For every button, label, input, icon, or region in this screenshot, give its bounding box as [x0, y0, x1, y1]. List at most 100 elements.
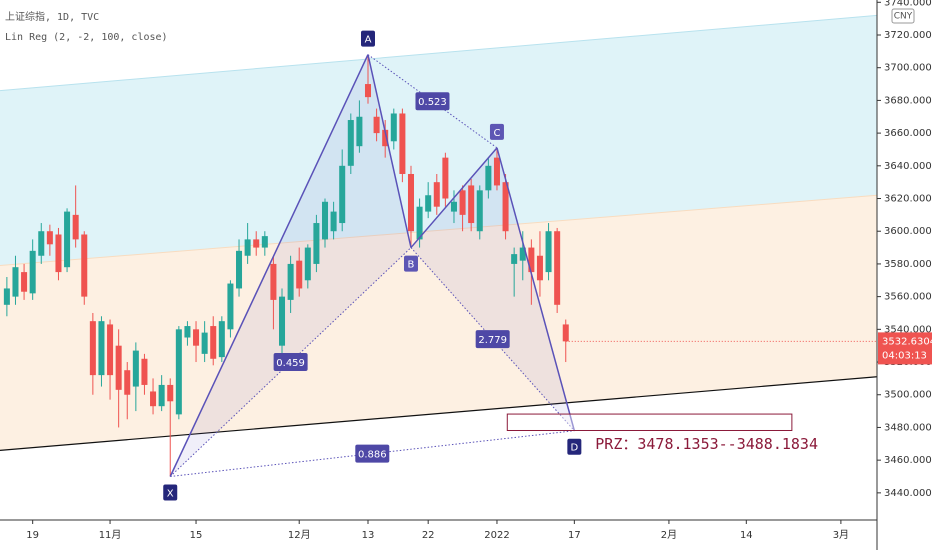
candle-body: [124, 370, 131, 395]
point-label: A: [365, 35, 372, 46]
ratio-box: [475, 330, 510, 349]
point-box: [567, 438, 582, 455]
candle-body: [141, 358, 148, 385]
candle-body: [227, 283, 234, 330]
candle-body: [89, 321, 96, 376]
indicator-label: Lin Reg (2, -2, 100, close): [5, 32, 168, 43]
candle-body: [493, 157, 500, 186]
candle-body: [38, 231, 45, 256]
candle-body: [502, 182, 509, 232]
candle-body: [21, 272, 28, 292]
candle-body: [364, 84, 372, 98]
candle-body: [485, 165, 492, 191]
candle-body: [347, 120, 354, 166]
ratio-line: [169, 247, 412, 477]
point-box: [403, 255, 418, 272]
y-tick-label: 3640.0000: [884, 161, 932, 172]
x-tick-label: 14: [740, 530, 753, 541]
candle-body: [167, 384, 174, 402]
candle-body: [399, 113, 406, 174]
candle-body: [339, 165, 346, 224]
candle-body: [184, 326, 191, 338]
y-tick-label: 3580.0000: [884, 259, 932, 270]
y-tick-label: 3740.0000: [884, 0, 932, 8]
x-tick-label: 11月: [99, 529, 122, 541]
y-tick-label: 3460.0000: [884, 455, 932, 466]
x-tick-label: 3月: [833, 529, 849, 541]
candle-body: [356, 116, 363, 147]
candle-body: [261, 236, 268, 248]
y-tick-label: 3600.0000: [884, 226, 932, 237]
candle-body: [107, 324, 114, 376]
y-tick-label: 3440.0000: [884, 488, 932, 499]
candle-body: [46, 231, 53, 245]
pattern-leg: [169, 54, 369, 477]
point-label: B: [408, 260, 415, 271]
y-tick-label: 3700.0000: [884, 63, 932, 74]
ratio-box: [415, 92, 450, 111]
regression-lower: [0, 376, 878, 451]
x-tick-label: 2022: [484, 530, 509, 541]
candle-body: [175, 329, 182, 415]
candle-body: [3, 288, 10, 305]
candle-body: [29, 250, 36, 294]
prz-label: PRZ：3478.1353--3488.1834: [595, 435, 818, 453]
candle-body: [382, 129, 389, 147]
x-tick-label: 17: [568, 530, 581, 541]
last-price-label: 3532.6304: [882, 336, 932, 347]
candle-body: [425, 195, 432, 212]
x-tick-label: 2月: [661, 529, 677, 541]
ratio-label: 0.459: [276, 358, 305, 369]
candle-body: [64, 211, 71, 268]
candle-body: [450, 201, 457, 212]
y-tick-label: 3560.0000: [884, 292, 932, 303]
candle-body: [287, 263, 294, 300]
candle-body: [313, 223, 320, 264]
y-tick-label: 3480.0000: [884, 422, 932, 433]
candle-body: [416, 206, 423, 240]
currency-label: CNY: [894, 12, 913, 22]
candle-body: [330, 211, 337, 232]
channel-lower: [0, 195, 877, 451]
candle-body: [201, 332, 208, 354]
candle-body: [279, 296, 286, 346]
candle-body: [554, 231, 561, 305]
candle-body: [270, 263, 277, 300]
countdown-label: 04:03:13: [882, 350, 927, 361]
ratio-box: [273, 353, 308, 372]
candle-body: [244, 239, 251, 256]
candle-body: [218, 321, 225, 358]
currency-box: [891, 8, 915, 24]
candle-body: [468, 185, 475, 224]
channel-upper: [0, 15, 877, 266]
candle-body: [304, 247, 311, 281]
ratio-label: 2.779: [478, 335, 507, 346]
candle-body: [98, 321, 105, 376]
candle-body: [193, 329, 200, 346]
pattern-fill: [410, 147, 575, 431]
point-label: C: [493, 128, 500, 139]
candle-body: [115, 345, 122, 390]
candle-body: [511, 254, 518, 264]
point-box: [489, 123, 504, 140]
x-tick-label: 15: [190, 530, 203, 541]
x-tick-label: 19: [26, 530, 39, 541]
candle-body: [476, 190, 483, 232]
x-tick-label: 12月: [288, 529, 311, 541]
y-tick-label: 3680.0000: [884, 95, 932, 106]
x-tick-label: 13: [362, 530, 375, 541]
prz-box: [506, 413, 793, 431]
candle-body: [210, 326, 217, 359]
pattern-leg: [367, 54, 412, 248]
candle-body: [528, 247, 535, 273]
last-price-tag: [878, 332, 932, 365]
candle-body: [536, 255, 543, 281]
candle-body: [321, 201, 329, 240]
candle-body: [253, 239, 260, 248]
candle-body: [72, 214, 79, 240]
chart-title: 上证综指, 1D, TVC: [5, 10, 99, 23]
candle-body: [373, 116, 380, 134]
candle-body: [296, 260, 303, 289]
candle-body: [236, 250, 243, 289]
candle-body: [390, 113, 397, 142]
